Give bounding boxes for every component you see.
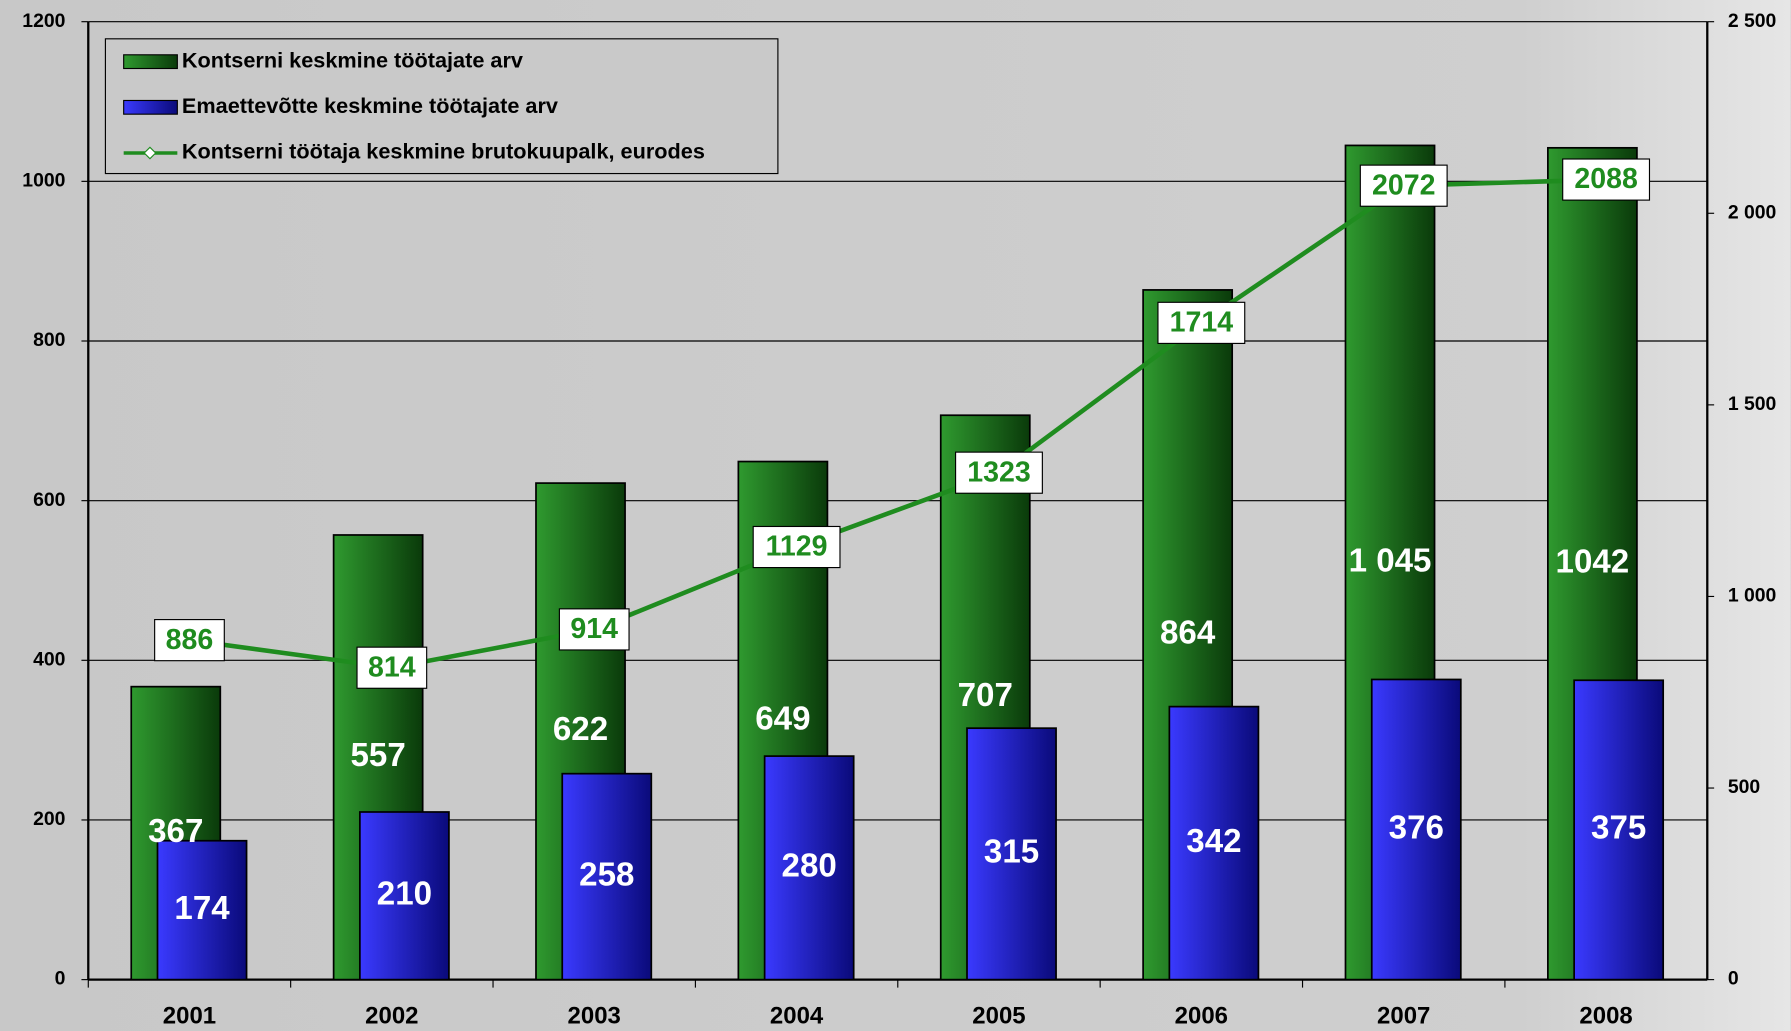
bar-value-label: 342 [1186,823,1241,860]
y-tick-label: 400 [33,648,65,670]
line-value-label: 2088 [1574,163,1637,195]
bar-value-label: 315 [984,834,1039,871]
line-label-box [1157,301,1246,344]
legend-label: Emaettevõtte keskmine töötajate arv [182,93,558,118]
line-value-label: 1129 [766,531,828,563]
legend-label: Kontserni töötaja keskmine brutokuupalk,… [182,139,705,164]
line-value-label: 2072 [1372,169,1435,201]
line-value-label: 914 [570,613,618,645]
legend [104,38,779,175]
y-tick-label: 800 [33,329,65,351]
bar [359,811,450,981]
legend-swatch [123,54,178,70]
line-value-label: 1323 [967,456,1030,488]
y2-tick-label: 500 [1728,776,1760,798]
line-label-box [955,451,1043,494]
bar-value-label: 210 [377,876,432,913]
bar-value-label: 174 [174,890,230,927]
x-tick-label: 2008 [1579,1003,1632,1030]
line-value-label: 814 [368,651,416,683]
y2-tick-label: 2 000 [1728,201,1777,223]
bar-value-label: 1 045 [1349,542,1432,579]
line-label-box [1359,164,1448,207]
bar-value-label: 707 [958,677,1013,714]
bar [1168,705,1260,981]
line-value-label: 886 [166,624,214,656]
bar-value-label: 649 [755,700,810,737]
y-tick-label: 1000 [22,169,65,191]
y2-tick-label: 1 000 [1728,585,1777,607]
bar-value-label: 864 [1160,615,1216,652]
line-label-box [752,525,841,569]
legend-swatch [123,99,178,115]
bar-value-label: 622 [553,711,608,748]
bar-value-label: 1042 [1556,543,1630,580]
x-tick-label: 2006 [1175,1003,1228,1030]
x-tick-label: 2005 [972,1003,1025,1030]
x-tick-label: 2001 [163,1003,216,1030]
line-label-box [356,646,428,689]
y2-tick-label: 2 500 [1728,10,1777,32]
bar [966,727,1057,981]
y-tick-label: 600 [33,489,65,511]
bar [1370,678,1462,981]
bar-value-label: 376 [1389,809,1444,846]
y-tick-label: 200 [33,808,65,830]
y2-tick-label: 0 [1728,968,1739,990]
x-tick-label: 2007 [1377,1003,1430,1030]
legend-label: Kontserni keskmine töötajate arv [182,47,523,72]
line-label-box [154,619,225,662]
bar-value-label: 280 [782,848,837,885]
bar-value-label: 258 [579,856,634,893]
x-tick-label: 2003 [568,1003,621,1030]
line-label-box [1562,158,1651,201]
line-value-label: 1714 [1170,307,1234,339]
bar-value-label: 367 [148,813,203,850]
bar-value-label: 375 [1591,810,1646,847]
bar [1573,679,1665,981]
line-label-box [558,608,630,651]
x-tick-label: 2002 [365,1003,418,1030]
y2-tick-label: 1 500 [1728,393,1777,415]
x-tick-label: 2004 [770,1003,824,1030]
y-tick-label: 1200 [22,10,65,32]
bar-value-label: 557 [351,737,406,774]
y-tick-label: 0 [55,968,66,990]
bar [763,755,855,981]
bar [561,772,653,981]
legend-marker [143,146,157,160]
bar [156,839,248,981]
